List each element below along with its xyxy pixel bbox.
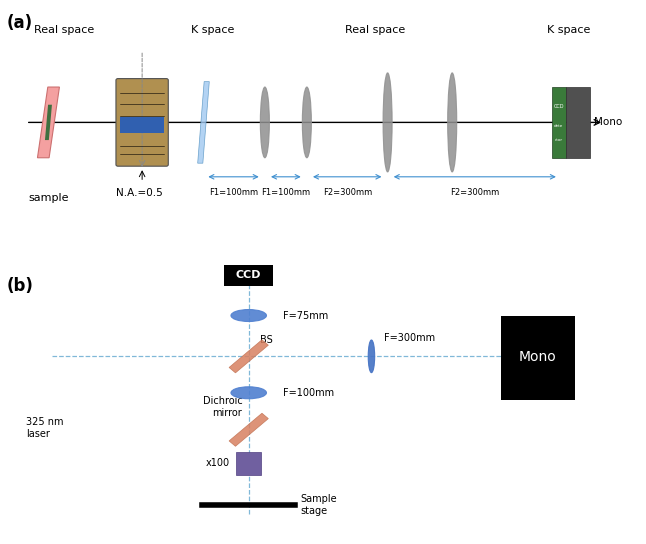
Text: Real space: Real space [34, 25, 95, 35]
Text: F=75mm: F=75mm [283, 311, 328, 320]
FancyBboxPatch shape [236, 452, 261, 475]
Text: (a): (a) [6, 14, 32, 32]
Ellipse shape [231, 310, 267, 322]
Polygon shape [45, 105, 52, 140]
FancyBboxPatch shape [501, 316, 575, 400]
Text: F2=300mm: F2=300mm [323, 188, 372, 197]
Text: F=300mm: F=300mm [384, 333, 435, 343]
Polygon shape [229, 340, 268, 373]
Text: Dichroic
mirror: Dichroic mirror [202, 396, 242, 418]
Ellipse shape [383, 73, 392, 172]
Text: F2=300mm: F2=300mm [450, 188, 499, 197]
Text: (b): (b) [6, 277, 34, 295]
FancyBboxPatch shape [566, 87, 590, 158]
Text: x100: x100 [206, 459, 230, 468]
Ellipse shape [260, 87, 269, 158]
Text: Mono: Mono [519, 350, 557, 364]
Text: ctor: ctor [555, 138, 563, 142]
Polygon shape [37, 87, 59, 158]
Text: BS: BS [260, 336, 273, 345]
Text: K space: K space [547, 25, 590, 35]
Ellipse shape [368, 340, 375, 373]
Text: CCD: CCD [554, 104, 564, 109]
FancyBboxPatch shape [120, 118, 165, 133]
Ellipse shape [302, 87, 311, 158]
Text: F=100mm: F=100mm [283, 388, 334, 398]
FancyBboxPatch shape [116, 79, 169, 166]
Text: Sample
stage: Sample stage [300, 494, 337, 516]
Text: dete: dete [554, 124, 563, 128]
Polygon shape [229, 413, 268, 446]
Text: Mono: Mono [594, 118, 622, 127]
Ellipse shape [231, 387, 267, 399]
Text: F1=100mm: F1=100mm [262, 188, 311, 197]
Text: sample: sample [28, 193, 68, 203]
Text: CCD: CCD [236, 270, 262, 280]
Text: F1=100mm: F1=100mm [209, 188, 258, 197]
Text: 325 nm
laser: 325 nm laser [26, 417, 63, 439]
FancyBboxPatch shape [225, 265, 273, 286]
Ellipse shape [448, 73, 457, 172]
Text: Real space: Real space [344, 25, 405, 35]
Text: K space: K space [191, 25, 235, 35]
Polygon shape [198, 82, 209, 163]
Text: N.A.=0.5: N.A.=0.5 [116, 188, 162, 197]
FancyBboxPatch shape [552, 87, 566, 158]
